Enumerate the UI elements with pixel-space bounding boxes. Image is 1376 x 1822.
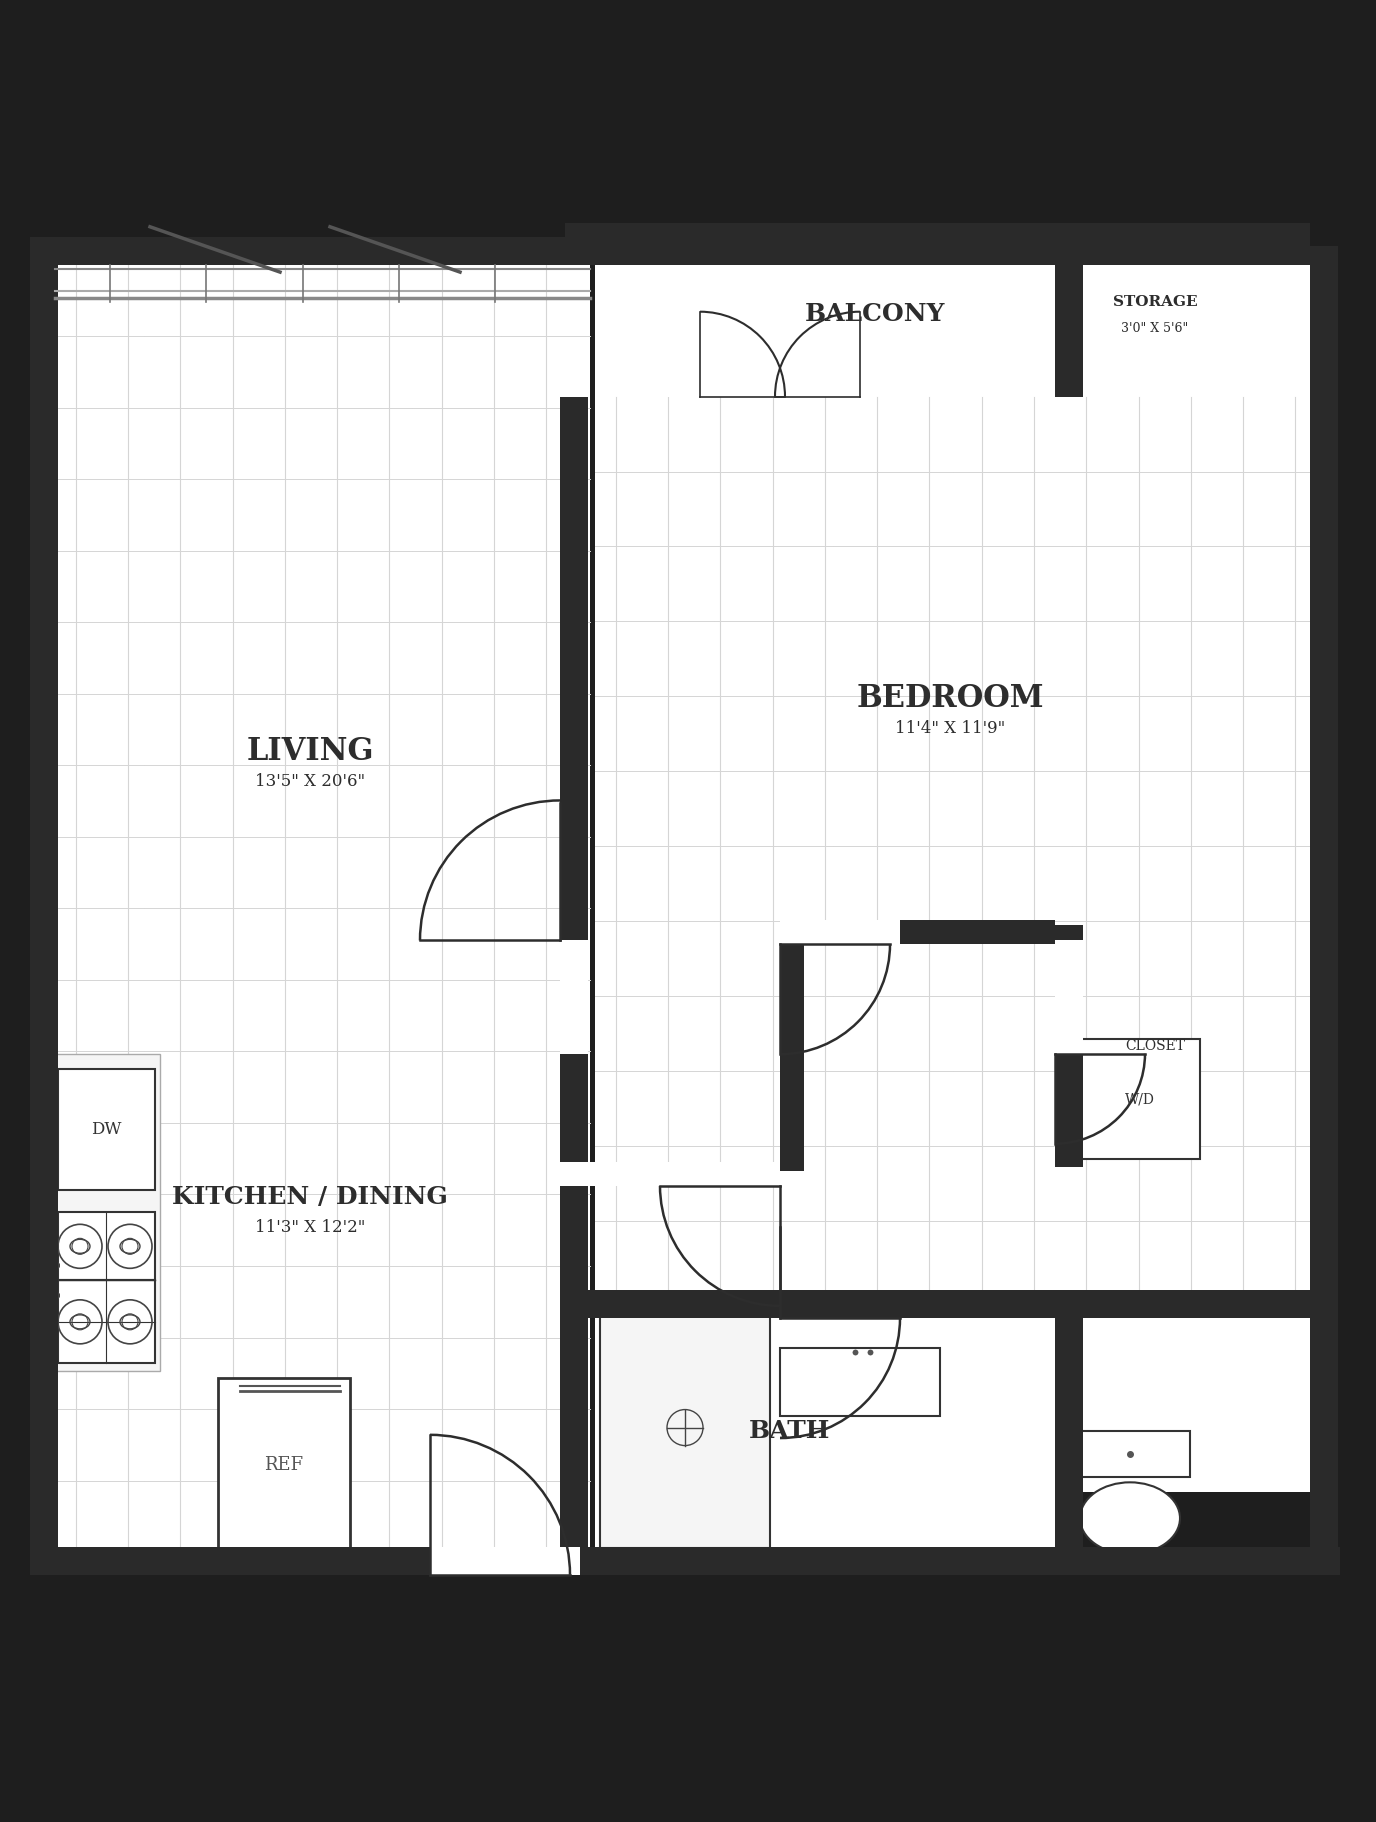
Bar	[55, 264, 590, 1552]
Text: 11'4" X 11'9": 11'4" X 11'9"	[894, 720, 1004, 738]
Text: W/D: W/D	[1126, 1091, 1154, 1106]
Bar	[1055, 940, 1083, 1053]
Bar	[1080, 1039, 1200, 1159]
Bar	[560, 940, 588, 1053]
Bar	[1055, 264, 1083, 397]
Bar	[30, 1547, 1340, 1574]
Text: LIVING: LIVING	[246, 736, 374, 767]
Bar	[30, 246, 58, 1574]
Text: CLOSET: CLOSET	[1126, 1039, 1185, 1053]
Bar	[594, 397, 1310, 1295]
Text: STORAGE: STORAGE	[1113, 295, 1197, 310]
Text: BALCONY: BALCONY	[805, 302, 945, 326]
Bar	[621, 368, 860, 397]
Bar	[1055, 1317, 1083, 1552]
Bar	[560, 1290, 1310, 1317]
Text: 11'3" X 12'2": 11'3" X 12'2"	[255, 1219, 365, 1235]
Bar	[1310, 246, 1337, 1574]
Bar	[58, 1212, 155, 1281]
Bar	[594, 1295, 1060, 1552]
Bar	[780, 920, 1055, 944]
Text: DW: DW	[91, 1121, 121, 1137]
Text: BEDROOM: BEDROOM	[856, 683, 1044, 714]
Bar	[566, 217, 1310, 246]
Bar	[600, 1306, 771, 1549]
Bar	[55, 1053, 160, 1370]
Bar	[58, 1281, 155, 1363]
Bar	[30, 237, 590, 264]
Text: REF: REF	[264, 1456, 304, 1474]
Bar	[1071, 1432, 1190, 1476]
Bar	[780, 920, 900, 944]
Bar	[560, 1162, 780, 1186]
Bar	[58, 1070, 155, 1190]
Bar	[1055, 1547, 1310, 1574]
Bar	[560, 397, 588, 1552]
Bar	[1060, 1295, 1310, 1492]
Bar	[560, 1162, 780, 1186]
Bar	[429, 1547, 581, 1574]
Text: 13'5" X 20'6": 13'5" X 20'6"	[255, 773, 365, 791]
Bar	[1055, 926, 1083, 1168]
Ellipse shape	[1080, 1483, 1181, 1554]
Bar	[594, 246, 1310, 397]
Bar	[780, 1348, 940, 1416]
Text: BATH: BATH	[750, 1419, 831, 1443]
Text: 3'0" X 5'6": 3'0" X 5'6"	[1121, 322, 1189, 335]
Bar	[780, 926, 804, 1172]
Bar	[217, 1379, 350, 1552]
Text: KITCHEN / DINING: KITCHEN / DINING	[172, 1186, 449, 1210]
Bar	[566, 237, 1310, 264]
